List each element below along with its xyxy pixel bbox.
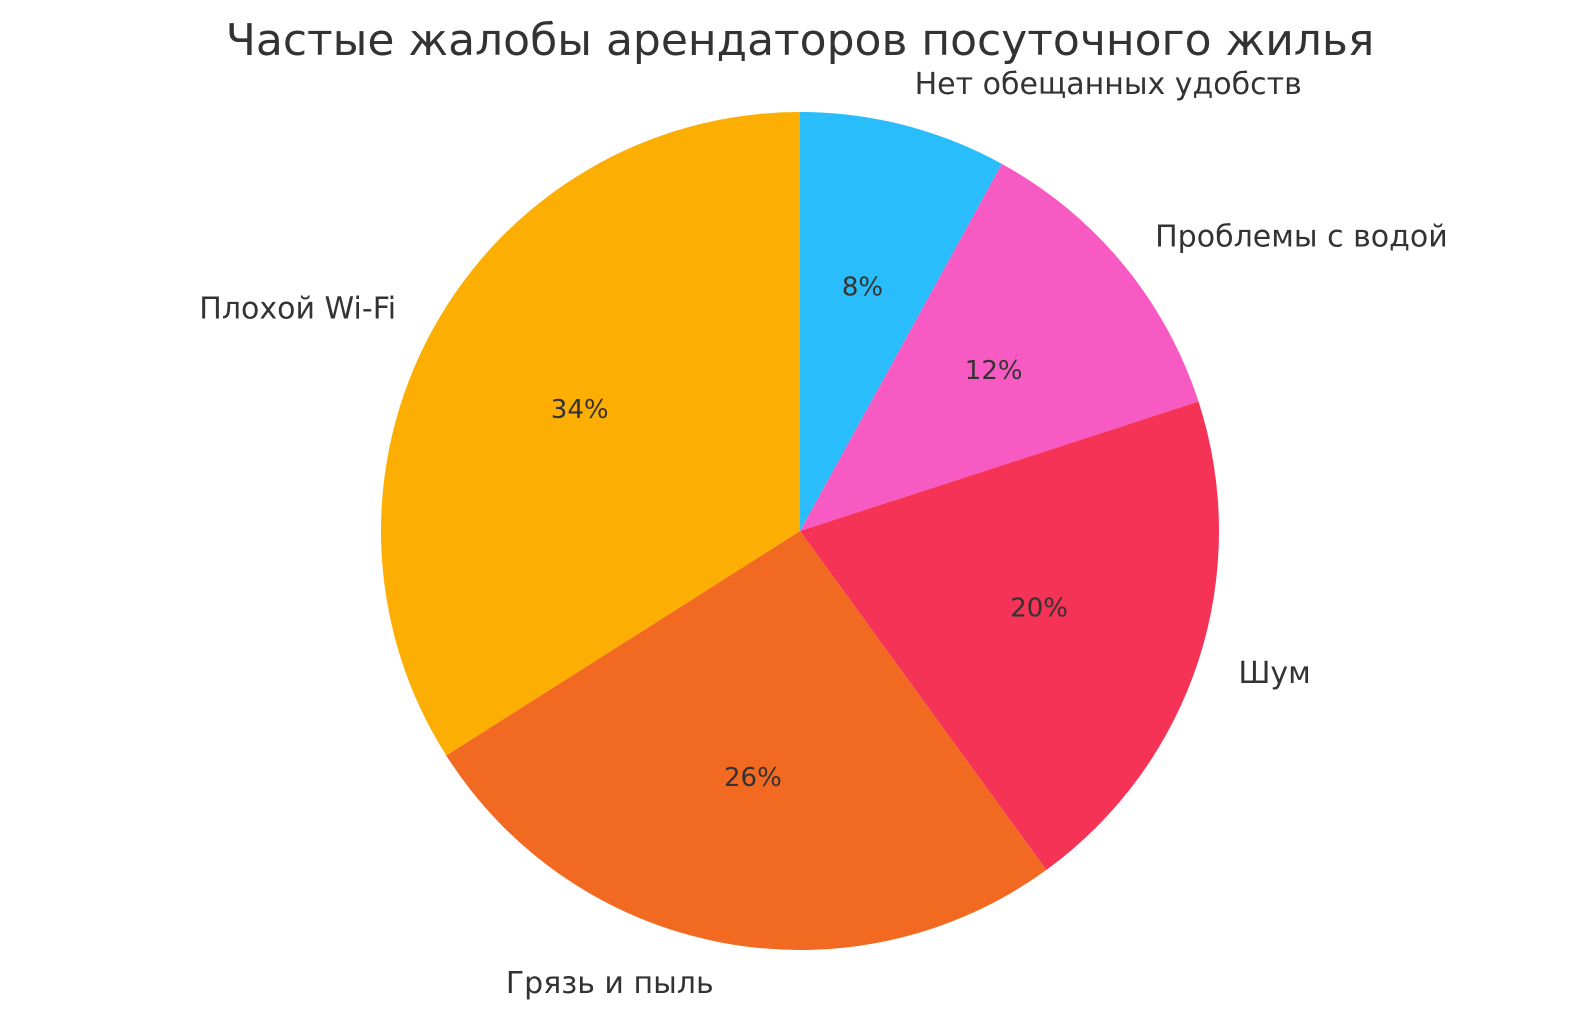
chart-title: Частые жалобы арендаторов посуточного жи… <box>226 15 1375 66</box>
pct-label-3: 20% <box>1010 594 1068 624</box>
pct-label-5: 34% <box>551 395 609 425</box>
pie-slices <box>381 112 1219 950</box>
pct-label-2: 12% <box>965 356 1023 386</box>
slice-label-1: Нет обещанных удобств <box>915 67 1302 102</box>
slice-label-5: Плохой Wi-Fi <box>199 291 396 326</box>
pie-slice-2 <box>800 163 1199 531</box>
pie-slice-5 <box>381 112 800 756</box>
pct-label-4: 26% <box>724 763 782 793</box>
slice-label-3: Шум <box>1238 656 1310 691</box>
pie-slice-4 <box>446 531 1047 950</box>
pie-labels: 8% Нет обещанных удобств 12% Проблемы с вод… <box>199 67 1447 1001</box>
slice-label-4: Грязь и пыль <box>506 966 714 1001</box>
slice-label-2: Проблемы с водой <box>1155 220 1448 255</box>
pie-slice-3 <box>800 401 1219 870</box>
pie-slice-1 <box>800 112 1002 531</box>
pct-label-1: 8% <box>842 272 883 302</box>
